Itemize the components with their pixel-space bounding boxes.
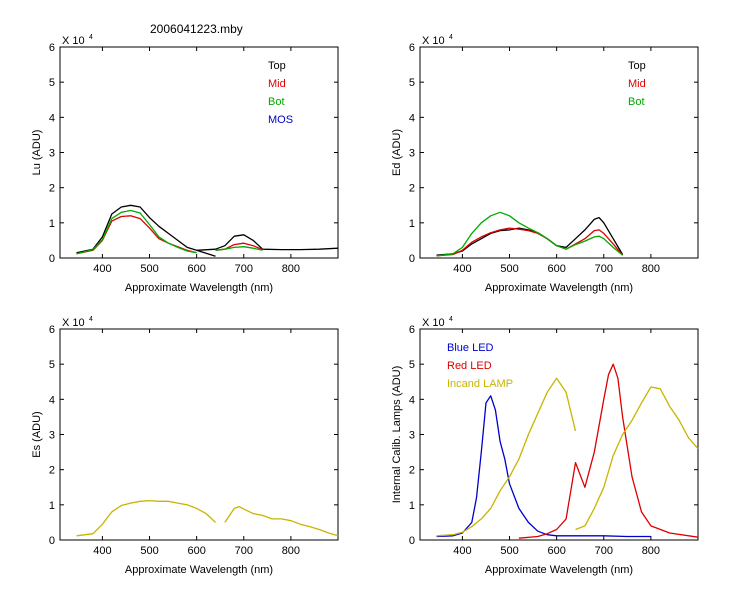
es-ytick-label: 1 [49, 500, 55, 512]
lu-plot-frame [59, 46, 339, 259]
cal-legend-entry: Red LED [447, 360, 492, 372]
ed-ytick-label: 6 [409, 42, 415, 54]
ed-ytick-label: 2 [409, 183, 415, 195]
cal-ytick-label: 1 [409, 500, 415, 512]
lu-series-line [76, 209, 197, 255]
ed-plot-frame [419, 46, 699, 259]
ed-panel: 0 1 2 3 4 5 6 400 500 600 700 800 X 10 4 Approximate W… [391, 34, 699, 294]
ed-exponent-power: 4 [449, 34, 453, 41]
cal-ylabel: Internal Calib. Lamps (ADU) [391, 366, 403, 504]
ed-legend-entry: Bot [628, 96, 645, 108]
cal-ytick-label: 3 [409, 430, 415, 442]
ed-xtick-label: 600 [547, 263, 565, 275]
ed-xtick-label: 500 [500, 263, 518, 275]
ed-ylabel: Ed (ADU) [391, 129, 403, 176]
ed-xtick-label: 700 [595, 263, 613, 275]
lu-xtick-label: 600 [187, 263, 205, 275]
cal-ytick-label: 6 [409, 324, 415, 336]
es-series-line [224, 505, 339, 537]
cal-series-line [518, 363, 699, 539]
lu-xtick-label: 500 [140, 263, 158, 275]
lu-xtick-label: 800 [282, 263, 300, 275]
cal-exponent-power: 4 [449, 316, 453, 323]
es-ytick-label: 6 [49, 324, 55, 336]
lu-ytick-label: 4 [49, 112, 55, 124]
es-ylabel: Es (ADU) [31, 411, 43, 457]
lu-series-line [196, 234, 339, 251]
ed-ytick-label: 3 [409, 148, 415, 160]
cal-xlabel: Approximate Wavelength (nm) [485, 564, 633, 576]
lu-xlabel: Approximate Wavelength (nm) [125, 282, 273, 294]
es-ytick-label: 5 [49, 359, 55, 371]
es-ytick-label: 0 [49, 535, 55, 547]
lu-xtick-label: 400 [93, 263, 111, 275]
lu-ytick-label: 3 [49, 148, 55, 160]
lu-ytick-label: 5 [49, 77, 55, 89]
ed-ytick-label: 0 [409, 253, 415, 265]
lu-series-line [215, 246, 263, 251]
ed-xlabel: Approximate Wavelength (nm) [485, 282, 633, 294]
es-ytick-label: 3 [49, 430, 55, 442]
cal-xtick-label: 800 [642, 545, 660, 557]
es-xtick-label: 500 [140, 545, 158, 557]
cal-panel: 0 1 2 3 4 5 6 400 500 600 700 800 X 10 4 Approximate W… [391, 316, 699, 576]
lu-legend-entry: MOS [268, 114, 293, 126]
lu-legend-entry: Bot [268, 96, 285, 108]
ed-exponent-label: X 10 [422, 35, 445, 47]
ed-legend-entry: Top [628, 60, 646, 72]
lu-ytick-label: 6 [49, 42, 55, 54]
es-exponent-label: X 10 [62, 317, 85, 329]
lu-exponent-power: 4 [89, 34, 93, 41]
es-xtick-label: 600 [187, 545, 205, 557]
ed-ytick-label: 5 [409, 77, 415, 89]
ed-ytick-label: 4 [409, 112, 415, 124]
es-series-line [76, 499, 216, 537]
es-ytick-label: 2 [49, 465, 55, 477]
lu-ytick-label: 0 [49, 253, 55, 265]
cal-xtick-label: 400 [453, 545, 471, 557]
es-xtick-label: 400 [93, 545, 111, 557]
cal-ytick-label: 0 [409, 535, 415, 547]
lu-ylabel: Lu (ADU) [31, 130, 43, 176]
cal-ytick-label: 5 [409, 359, 415, 371]
es-xtick-label: 800 [282, 545, 300, 557]
es-exponent-power: 4 [89, 316, 93, 323]
cal-xtick-label: 700 [595, 545, 613, 557]
lu-ytick-label: 2 [49, 183, 55, 195]
cal-legend-entry: Incand LAMP [447, 378, 513, 390]
ed-series-line [436, 227, 624, 257]
lu-exponent-label: X 10 [62, 35, 85, 47]
lu-series-line [76, 204, 216, 257]
es-panel: 0 1 2 3 4 5 6 400 500 600 700 800 X 10 4 Approximate W… [31, 316, 339, 576]
cal-exponent-label: X 10 [422, 317, 445, 329]
cal-series-line [575, 386, 699, 531]
ed-xtick-label: 800 [642, 263, 660, 275]
ed-legend-entry: Mid [628, 78, 646, 90]
lu-panel: 0 1 2 3 4 5 6 400 500 600 700 800 X 10 4 Approximate W… [31, 34, 339, 294]
cal-ytick-label: 4 [409, 394, 415, 406]
cal-series-line [436, 395, 651, 538]
es-xlabel: Approximate Wavelength (nm) [125, 564, 273, 576]
cal-series-line [436, 377, 577, 537]
cal-ytick-label: 2 [409, 465, 415, 477]
cal-legend-entry: Blue LED [447, 342, 494, 354]
lu-legend-entry: Top [268, 60, 286, 72]
es-plot-frame [59, 328, 339, 541]
figure-title: 2006041223.mby [150, 22, 243, 36]
lu-xtick-label: 700 [235, 263, 253, 275]
ed-series-line [436, 211, 624, 257]
cal-xtick-label: 600 [547, 545, 565, 557]
lu-legend-entry: Mid [268, 78, 286, 90]
cal-xtick-label: 500 [500, 545, 518, 557]
ed-ytick-label: 1 [409, 218, 415, 230]
es-ytick-label: 4 [49, 394, 55, 406]
lu-ytick-label: 1 [49, 218, 55, 230]
ed-xtick-label: 400 [453, 263, 471, 275]
es-xtick-label: 700 [235, 545, 253, 557]
